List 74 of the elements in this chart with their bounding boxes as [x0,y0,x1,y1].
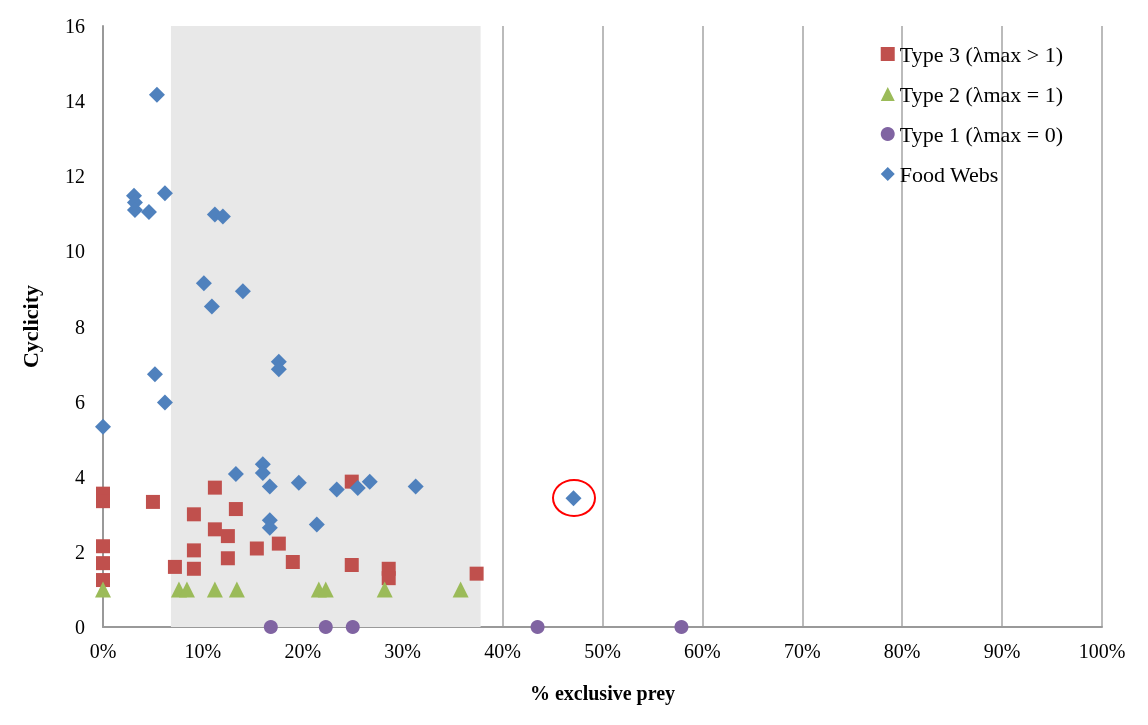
point [96,573,110,588]
point [345,620,360,634]
point [271,536,286,551]
point [186,561,201,576]
point [317,581,334,598]
x-tick-label: 40% [484,640,521,662]
point [220,529,235,544]
point [349,480,366,497]
point [95,581,111,598]
point [318,620,333,634]
point [186,543,201,558]
point [674,620,689,634]
point [261,478,278,495]
point [206,581,223,598]
point [186,507,201,522]
point [178,581,195,598]
point [328,481,345,498]
point [234,283,251,300]
legend-label: Type 3 (λmax > 1) [899,41,1064,67]
x-tick-label: 100% [1078,640,1126,662]
point [140,203,157,220]
point [95,418,111,435]
point [407,478,424,495]
y-tick-label: 6 [75,390,85,413]
point [361,473,378,490]
x-tick-label: 60% [684,640,721,662]
y-tick-label: 14 [65,90,85,113]
x-tick-label: 0% [89,640,117,662]
point [227,466,244,483]
point [308,516,325,533]
y-tick-label: 12 [65,165,85,188]
point [344,558,359,573]
point [96,556,110,571]
point [530,620,545,634]
point [263,620,278,634]
legend-label: Type 1 (λmax = 0) [899,121,1064,147]
x-axis-title: % exclusive prey [529,682,676,705]
y-tick-label: 2 [75,540,85,563]
point [146,366,163,383]
point [376,581,393,598]
x-tick-label: 80% [883,640,921,662]
point [452,581,469,598]
x-tick-label: 10% [184,640,222,662]
x-tick-label: 90% [983,640,1021,662]
point [207,480,222,495]
point [469,566,484,581]
point [148,86,165,103]
point [228,581,245,598]
point [195,275,212,292]
y-tick-label: 8 [75,315,85,338]
point [167,559,182,574]
point [156,394,173,411]
point [145,494,160,509]
point [203,298,220,315]
point [290,474,307,491]
x-tick-label: 70% [783,640,821,662]
point [207,522,222,537]
point [96,539,110,554]
point [381,571,396,586]
y-tick-label: 0 [75,616,85,638]
y-tick-label: 10 [65,240,85,263]
y-tick-label: 4 [75,465,85,488]
point [220,551,235,566]
legend-label: Food Webs [899,161,999,187]
x-tick-label: 50% [584,640,621,662]
x-tick-label: 30% [384,640,422,662]
legend-label: Type 2 (λmax = 1) [899,81,1064,107]
y-axis-title: Cyclicity [17,284,43,369]
point [249,541,264,556]
point [228,502,243,517]
point [156,185,173,202]
point [285,555,300,570]
y-tick-label: 16 [65,15,85,37]
x-tick-label: 20% [284,640,322,662]
